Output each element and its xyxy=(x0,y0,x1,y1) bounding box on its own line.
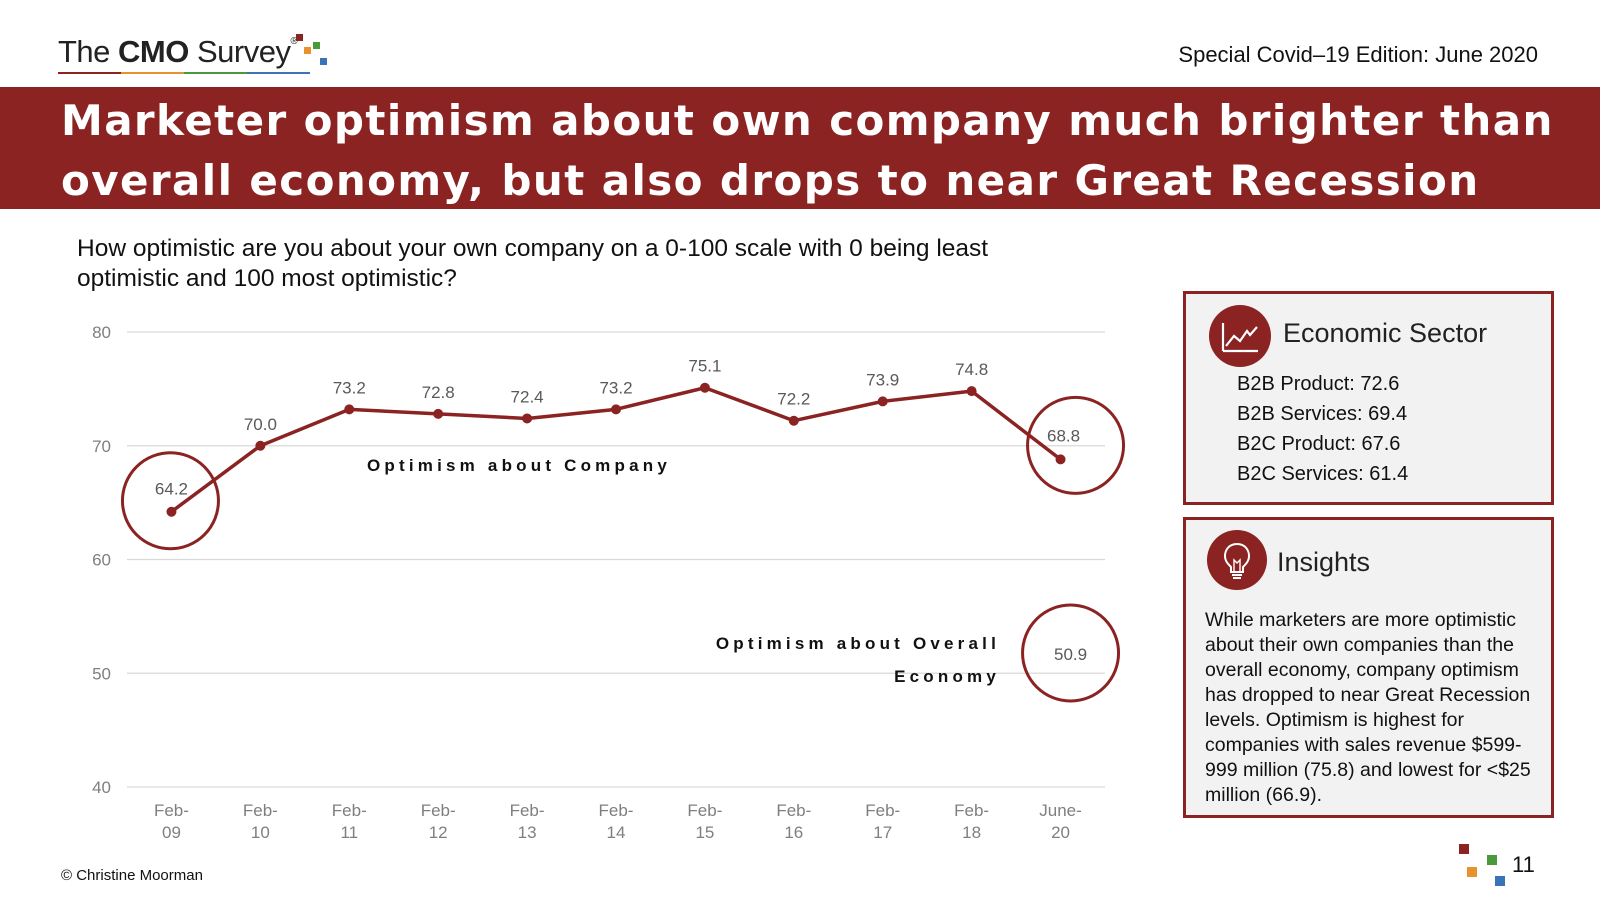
data-point xyxy=(611,404,621,415)
data-label: 73.2 xyxy=(599,378,632,397)
cmo-survey-logo: The CMO Survey® xyxy=(58,34,327,74)
sector-item-b2b-services: B2B Services: 69.4 xyxy=(1237,403,1408,425)
data-label: 73.9 xyxy=(866,370,899,389)
data-label: 72.4 xyxy=(511,387,544,406)
footer-square-red xyxy=(1459,844,1469,854)
x-tick-label: 16 xyxy=(784,823,803,842)
x-tick-label: Feb- xyxy=(865,801,900,820)
x-tick-label: 09 xyxy=(162,823,181,842)
data-point xyxy=(166,506,177,517)
economy-label-line-1: Optimism about Overall xyxy=(716,634,1000,653)
x-tick-label: 17 xyxy=(873,823,892,842)
x-tick-label: Feb- xyxy=(510,801,545,820)
slide-title: Marketer optimism about own company much… xyxy=(61,96,1554,265)
sector-list: B2B Product: 72.6 B2B Services: 69.4 B2C… xyxy=(1237,369,1408,489)
data-point xyxy=(522,413,533,424)
edition-label: Special Covid–19 Edition: June 2020 xyxy=(1178,42,1538,67)
data-point xyxy=(699,382,710,393)
y-tick-label: 80 xyxy=(92,323,111,342)
highlight-circle-june-20 xyxy=(1026,395,1126,495)
logo-square-blue xyxy=(320,58,327,65)
y-tick-label: 50 xyxy=(92,664,111,683)
x-tick-label: 11 xyxy=(340,823,358,842)
economy-value-label: 50.9 xyxy=(1054,645,1087,664)
y-tick-label: 70 xyxy=(92,437,111,456)
sector-item-b2c-product: B2C Product: 67.6 xyxy=(1237,433,1401,455)
x-tick-label: 14 xyxy=(607,823,626,842)
x-tick-label: 18 xyxy=(962,823,981,842)
data-point xyxy=(1055,454,1066,465)
x-tick-label: Feb- xyxy=(332,801,367,820)
highlight-circle-feb-09 xyxy=(120,451,220,551)
data-point xyxy=(344,404,355,415)
data-point xyxy=(877,396,888,407)
x-tick-label: 13 xyxy=(518,823,537,842)
x-tick-label: Feb- xyxy=(687,801,722,820)
footer-square-blue xyxy=(1495,876,1505,886)
logo-square-green xyxy=(313,42,320,49)
logo-square-orange xyxy=(304,47,311,54)
series-label-company: Optimism about Company xyxy=(367,456,671,475)
x-tick-label: 10 xyxy=(251,823,270,842)
insights-text: While marketers are more optimistic abou… xyxy=(1205,609,1531,806)
x-tick-label: Feb- xyxy=(154,801,189,820)
logo-square-red xyxy=(296,34,303,41)
sector-item-b2c-services: B2C Services: 61.4 xyxy=(1237,463,1409,485)
page-number: 11 xyxy=(1512,852,1535,877)
sector-item-b2b-product: B2B Product: 72.6 xyxy=(1237,373,1400,395)
y-tick-label: 40 xyxy=(92,778,111,797)
insights-title: Insights xyxy=(1277,547,1371,577)
footer-square-green xyxy=(1487,855,1497,865)
data-label: 64.2 xyxy=(155,480,188,499)
survey-question: How optimistic are you about your own co… xyxy=(77,235,989,292)
optimism-line-chart: 40 50 60 70 80 Feb- 09 Feb- 10 Feb- 11 Feb- 12 Feb- 13… xyxy=(92,323,1126,842)
economy-highlight-circle xyxy=(1021,603,1121,703)
economy-label-line-2: Economy xyxy=(894,667,1000,686)
logo-text: The CMO Survey® xyxy=(58,34,298,69)
footer-square-orange xyxy=(1467,867,1477,877)
x-tick-label: Feb- xyxy=(776,801,811,820)
data-label: 73.2 xyxy=(333,378,366,397)
line-chart-icon xyxy=(1209,305,1271,367)
x-tick-label: 15 xyxy=(695,823,714,842)
economic-sector-title: Economic Sector xyxy=(1283,318,1488,348)
x-tick-label: Feb- xyxy=(243,801,278,820)
title-banner: Marketer optimism about own company much… xyxy=(0,87,1600,265)
data-point xyxy=(255,440,266,451)
data-label: 70.0 xyxy=(244,415,277,434)
data-label: 68.8 xyxy=(1047,426,1080,445)
x-tick-label: Feb- xyxy=(954,801,989,820)
lightbulb-icon xyxy=(1207,530,1267,590)
data-label: 72.2 xyxy=(777,390,810,409)
insights-panel: Insights While marketers are more optimi… xyxy=(1183,517,1554,818)
data-point xyxy=(966,386,977,397)
data-point xyxy=(788,415,799,426)
x-tick-label: 20 xyxy=(1051,823,1070,842)
data-label: 75.1 xyxy=(688,357,721,376)
copyright: © Christine Moorman xyxy=(61,867,203,884)
x-tick-label: June- xyxy=(1039,801,1082,820)
data-label: 74.8 xyxy=(955,360,988,379)
x-tick-label: Feb- xyxy=(599,801,634,820)
y-tick-label: 60 xyxy=(92,551,111,570)
x-tick-label: 12 xyxy=(429,823,448,842)
economic-sector-panel: Economic Sector B2B Product: 72.6 B2B Se… xyxy=(1183,291,1554,505)
logo-underline xyxy=(58,72,310,74)
x-tick-label: Feb- xyxy=(421,801,456,820)
data-label: 72.8 xyxy=(422,383,455,402)
data-point xyxy=(433,408,444,419)
